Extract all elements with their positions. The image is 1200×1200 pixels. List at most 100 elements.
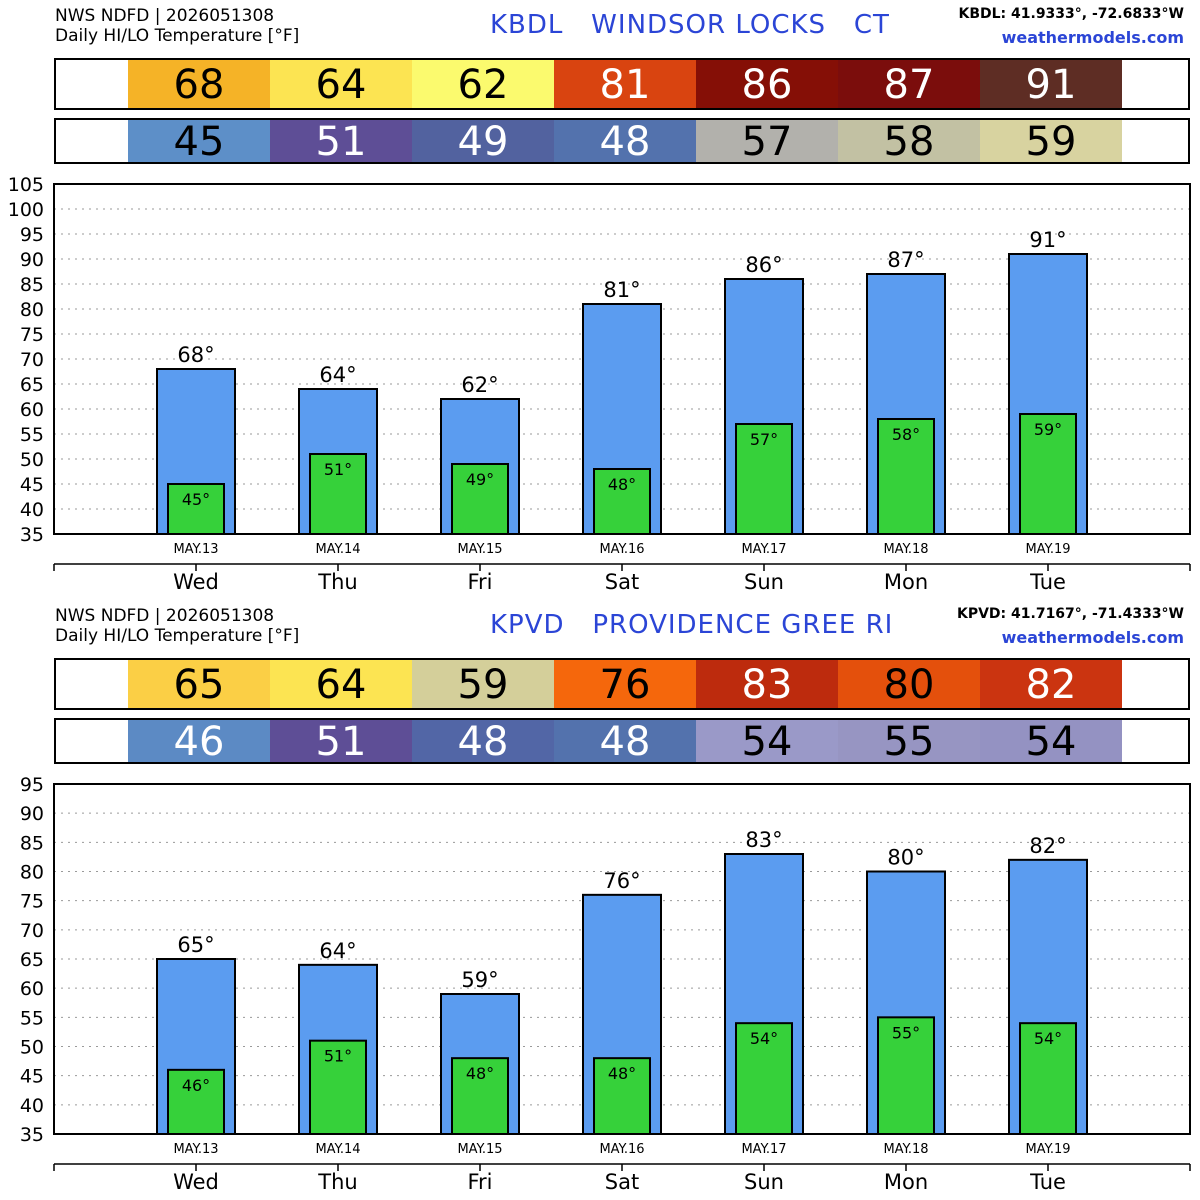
- high-temp-cell: 68: [128, 60, 270, 108]
- day-tick-label: Fri: [467, 570, 492, 592]
- low-temp-cell: 59: [980, 120, 1122, 164]
- high-temp-cell: 86: [696, 60, 838, 108]
- low-temp-data-label: 51°: [324, 1047, 352, 1066]
- date-tick-label: MAY.13: [173, 1142, 218, 1157]
- date-tick-label: MAY.14: [315, 1142, 360, 1157]
- forecast-panel-1: NWS NDFD | 2026051308 Daily HI/LO Temper…: [8, 6, 1191, 592]
- low-temp-strip: 46 51 48 48 54 55 54: [54, 718, 1190, 764]
- y-tick-label: 80: [20, 299, 44, 321]
- station-title: KPVD PROVIDENCE GREE RI: [490, 610, 894, 640]
- y-tick-label: 45: [20, 1066, 44, 1088]
- temperature-bar-chart: 35 40 45 50 55 60 65 70 75 80 85 90 95 65° 46° MAY.13 We…: [20, 774, 1191, 1192]
- high-temp-data-label: 62°: [461, 373, 498, 397]
- y-tick-label: 75: [20, 324, 44, 346]
- low-temp-bar: [451, 463, 509, 535]
- low-temp-cell: 51: [270, 120, 412, 164]
- day-tick-label: Sat: [605, 1170, 639, 1192]
- low-temp-bar: [735, 1022, 793, 1136]
- date-tick-label: MAY.13: [173, 542, 218, 557]
- station-coords: KBDL: 41.9333°, -72.6833°W: [958, 6, 1184, 22]
- site-link[interactable]: weathermodels.com: [1001, 628, 1184, 647]
- day-tick-label: Sun: [744, 570, 784, 592]
- y-tick-label: 65: [20, 949, 44, 971]
- low-temp-cell: 49: [412, 120, 554, 164]
- y-tick-label: 55: [20, 1007, 44, 1029]
- low-temp-cell: 57: [696, 120, 838, 164]
- low-temp-data-label: 51°: [324, 460, 352, 479]
- low-temp-bar: [877, 418, 935, 535]
- date-tick-label: MAY.18: [883, 542, 928, 557]
- high-temp-data-label: 91°: [1029, 228, 1066, 252]
- low-temp-data-label: 58°: [892, 425, 920, 444]
- high-temp-data-label: 65°: [177, 933, 214, 957]
- low-temp-bar: [309, 453, 367, 535]
- high-temp-strip: 68 64 62 81 86 87 91: [54, 58, 1190, 110]
- high-temp-data-label: 64°: [319, 363, 356, 387]
- low-temp-data-label: 45°: [182, 490, 210, 509]
- date-tick-label: MAY.17: [741, 1142, 786, 1157]
- high-temp-cell: 62: [412, 60, 554, 108]
- date-tick-label: MAY.18: [883, 1142, 928, 1157]
- low-temp-cell: 45: [128, 120, 270, 164]
- y-tick-label: 100: [8, 199, 44, 221]
- high-temp-cell: 76: [554, 660, 696, 708]
- station-title: KBDL WINDSOR LOCKS CT: [490, 10, 890, 40]
- low-temp-bar: [593, 468, 651, 535]
- day-tick-label: Wed: [173, 570, 219, 592]
- y-tick-label: 55: [20, 424, 44, 446]
- header-info: NWS NDFD | 2026051308 Daily HI/LO Temper…: [55, 606, 299, 646]
- model-run-label: NWS NDFD | 2026051308: [55, 606, 275, 626]
- low-temp-cell: 54: [980, 720, 1122, 764]
- low-temp-bar: [309, 1039, 367, 1135]
- high-temp-data-label: 76°: [603, 869, 640, 893]
- date-tick-label: MAY.15: [457, 1142, 502, 1157]
- day-tick-label: Mon: [884, 1170, 928, 1192]
- day-tick-label: Thu: [317, 570, 357, 592]
- low-temp-data-label: 48°: [608, 1064, 636, 1083]
- low-temp-data-label: 55°: [892, 1023, 920, 1042]
- y-tick-label: 45: [20, 474, 44, 496]
- high-temp-data-label: 59°: [461, 968, 498, 992]
- y-tick-label: 90: [20, 803, 44, 825]
- low-temp-bar: [1019, 413, 1077, 535]
- y-tick-label: 60: [20, 399, 44, 421]
- y-tick-label: 75: [20, 891, 44, 913]
- y-tick-label: 105: [8, 174, 44, 196]
- high-temp-data-label: 68°: [177, 343, 214, 367]
- low-temp-bar: [167, 483, 225, 535]
- day-tick-label: Thu: [317, 1170, 357, 1192]
- low-temp-data-label: 57°: [750, 430, 778, 449]
- low-temp-cell: 46: [128, 720, 270, 764]
- y-tick-label: 95: [20, 774, 44, 796]
- high-temp-data-label: 83°: [745, 828, 782, 852]
- y-tick-label: 65: [20, 374, 44, 396]
- low-temp-data-label: 48°: [466, 1064, 494, 1083]
- y-tick-label: 50: [20, 1037, 44, 1059]
- low-temp-data-label: 54°: [750, 1029, 778, 1048]
- high-temp-cell: 81: [554, 60, 696, 108]
- y-tick-label: 50: [20, 449, 44, 471]
- station-coords: KPVD: 41.7167°, -71.4333°W: [956, 606, 1184, 622]
- low-temp-bar: [593, 1057, 651, 1135]
- y-tick-label: 85: [20, 832, 44, 854]
- y-tick-label: 90: [20, 249, 44, 271]
- low-temp-bar: [451, 1057, 509, 1135]
- y-tick-label: 40: [20, 499, 44, 521]
- low-temp-data-label: 49°: [466, 470, 494, 489]
- low-temp-bar: [1019, 1022, 1077, 1136]
- low-temp-data-label: 54°: [1034, 1029, 1062, 1048]
- header-info: NWS NDFD | 2026051308 Daily HI/LO Temper…: [55, 6, 299, 46]
- y-tick-label: 40: [20, 1095, 44, 1117]
- low-temp-data-label: 46°: [182, 1076, 210, 1095]
- high-temp-cell: 64: [270, 60, 412, 108]
- y-tick-label: 60: [20, 978, 44, 1000]
- site-link[interactable]: weathermodels.com: [1001, 28, 1184, 47]
- high-temp-data-label: 87°: [887, 248, 924, 272]
- low-temp-data-label: 59°: [1034, 420, 1062, 439]
- day-tick-label: Fri: [467, 1170, 492, 1192]
- date-tick-label: MAY.19: [1025, 1142, 1070, 1157]
- low-temp-cell: 48: [412, 720, 554, 764]
- high-temp-strip: 65 64 59 76 83 80 82: [54, 658, 1190, 710]
- high-temp-data-label: 86°: [745, 253, 782, 277]
- high-temp-cell: 83: [696, 660, 838, 708]
